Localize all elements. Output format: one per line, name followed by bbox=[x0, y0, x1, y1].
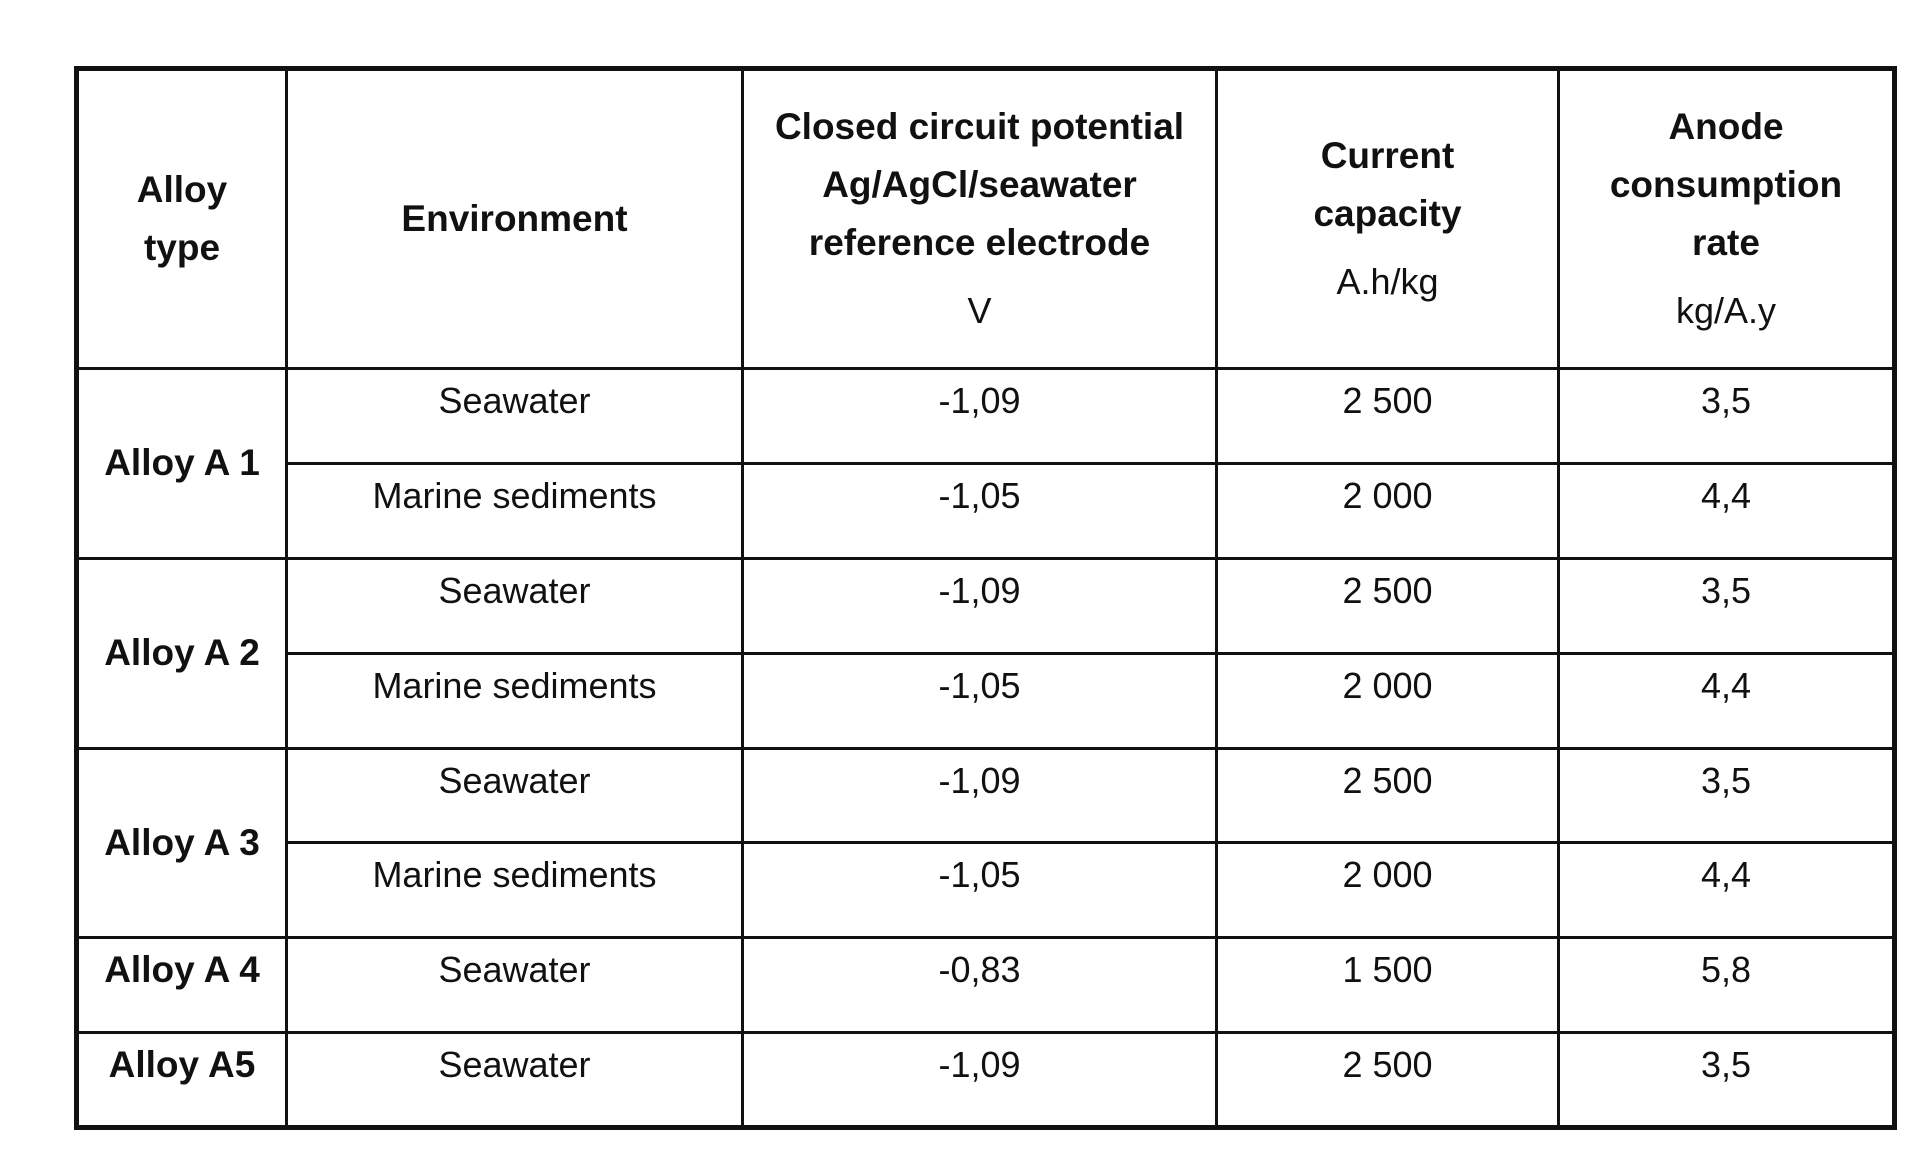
consumption-cell: 4,4 bbox=[1557, 841, 1896, 940]
table-row: Marine sediments -1,05 2 000 4,4 bbox=[77, 651, 1896, 750]
header-consumption-line-2: consumption bbox=[1609, 164, 1843, 205]
table-row: Alloy A 3 Seawater -1,09 2 500 3,5 bbox=[75, 746, 1896, 940]
alloy-cell: Alloy A 1 bbox=[75, 367, 288, 560]
table-row: Marine sediments -1,05 2 000 4,4 bbox=[77, 461, 1896, 560]
header-environment: Environment bbox=[285, 67, 744, 370]
potential-cell: -1,09 bbox=[741, 1031, 1218, 1129]
header-capacity-line-2: capacity bbox=[1313, 193, 1462, 234]
capacity-cell: 2 000 bbox=[1215, 651, 1560, 750]
header-capacity-unit: A.h/kg bbox=[1336, 261, 1439, 302]
header-potential-line-2: Ag/AgCl/seawater bbox=[822, 164, 1137, 205]
header-potential-line-1: Closed circuit potential bbox=[774, 106, 1185, 147]
table-row: Alloy A 2 Seawater -1,09 2 500 3,5 bbox=[75, 556, 1896, 750]
capacity-cell: 2 500 bbox=[1215, 746, 1560, 845]
header-alloy-line-2: type bbox=[143, 227, 221, 268]
capacity-cell: 2 500 bbox=[1215, 556, 1560, 655]
potential-cell: -1,09 bbox=[741, 367, 1218, 465]
header-alloy-line-1: Alloy bbox=[136, 169, 228, 210]
header-environment-label: Environment bbox=[401, 198, 628, 239]
table-row: Marine sediments -1,05 2 000 4,4 bbox=[77, 841, 1896, 940]
header-potential: Closed circuit potential Ag/AgCl/seawate… bbox=[741, 67, 1218, 370]
header-capacity: Current capacity A.h/kg bbox=[1215, 67, 1560, 370]
capacity-cell: 1 500 bbox=[1215, 936, 1560, 1035]
alloy-cell: Alloy A5 bbox=[75, 1031, 288, 1129]
header-consumption-unit: kg/A.y bbox=[1675, 290, 1777, 331]
consumption-cell: 4,4 bbox=[1557, 651, 1896, 750]
potential-cell: -1,05 bbox=[741, 841, 1218, 940]
header-row: Alloy type Environment Closed circuit po… bbox=[75, 67, 1896, 370]
consumption-cell: 3,5 bbox=[1557, 746, 1896, 845]
potential-cell: -1,05 bbox=[741, 651, 1218, 750]
alloy-cell: Alloy A 2 bbox=[75, 556, 288, 750]
environment-cell: Seawater bbox=[285, 746, 744, 845]
consumption-cell: 4,4 bbox=[1557, 461, 1896, 560]
environment-cell: Marine sediments bbox=[285, 651, 744, 750]
potential-cell: -1,05 bbox=[741, 461, 1218, 560]
header-capacity-line-1: Current bbox=[1320, 135, 1455, 176]
potential-cell: -1,09 bbox=[741, 556, 1218, 655]
header-consumption-line-1: Anode bbox=[1668, 106, 1784, 147]
potential-cell: -0,83 bbox=[741, 936, 1218, 1035]
capacity-cell: 2 000 bbox=[1215, 461, 1560, 560]
environment-cell: Marine sediments bbox=[285, 461, 744, 560]
table-row: Alloy A 4 Seawater -0,83 1 500 5,8 bbox=[75, 936, 1896, 1035]
environment-cell: Seawater bbox=[285, 556, 744, 655]
anode-properties-table: Alloy type Environment Closed circuit po… bbox=[74, 66, 1897, 1130]
environment-cell: Seawater bbox=[285, 367, 744, 465]
consumption-cell: 5,8 bbox=[1557, 936, 1896, 1035]
capacity-cell: 2 500 bbox=[1215, 1031, 1560, 1129]
table-row: Alloy A5 Seawater -1,09 2 500 3,5 bbox=[75, 1031, 1896, 1129]
header-consumption: Anode consumption rate kg/A.y bbox=[1557, 67, 1896, 370]
header-alloy-type: Alloy type bbox=[75, 67, 288, 370]
capacity-cell: 2 000 bbox=[1215, 841, 1560, 940]
environment-cell: Seawater bbox=[285, 1031, 744, 1129]
capacity-cell: 2 500 bbox=[1215, 367, 1560, 465]
alloy-cell: Alloy A 4 bbox=[75, 936, 288, 1035]
alloy-cell: Alloy A 3 bbox=[75, 746, 288, 940]
environment-cell: Seawater bbox=[285, 936, 744, 1035]
consumption-cell: 3,5 bbox=[1557, 556, 1896, 655]
table-container: Alloy type Environment Closed circuit po… bbox=[74, 66, 1897, 1130]
consumption-cell: 3,5 bbox=[1557, 1031, 1896, 1129]
potential-cell: -1,09 bbox=[741, 746, 1218, 845]
header-consumption-line-3: rate bbox=[1692, 222, 1760, 263]
table-row: Alloy A 1 Seawater -1,09 2 500 3,5 bbox=[75, 367, 1896, 560]
environment-cell: Marine sediments bbox=[285, 841, 744, 940]
header-potential-unit: V bbox=[967, 290, 992, 331]
header-potential-line-3: reference electrode bbox=[808, 222, 1151, 263]
consumption-cell: 3,5 bbox=[1557, 367, 1896, 465]
